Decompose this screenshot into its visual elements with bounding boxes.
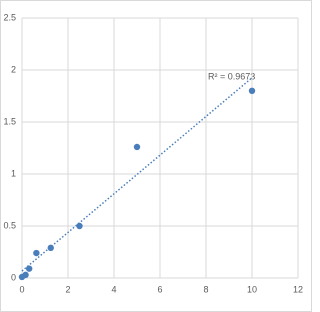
chart: R² = 0.9673 0 0.5 1 1.5 2 2.5 0 2 4 6 8 10 12 xyxy=(0,0,312,312)
y-tick-label: 2.5 xyxy=(3,12,16,22)
data-point xyxy=(33,249,40,257)
data-point xyxy=(25,265,33,272)
x-tick-label: 4 xyxy=(111,284,116,294)
y-tick-label: 2 xyxy=(11,64,16,74)
y-tick-label: 0.5 xyxy=(3,220,16,230)
chart-border xyxy=(0,0,312,312)
y-tick-label: 0 xyxy=(11,272,16,282)
data-point xyxy=(22,271,29,279)
x-tick-label: 8 xyxy=(203,284,208,294)
data-point xyxy=(248,87,256,95)
data-point xyxy=(76,222,83,230)
x-tick-label: 6 xyxy=(157,284,162,294)
x-tick-label: 10 xyxy=(247,284,257,294)
y-tick-label: 1 xyxy=(11,168,16,178)
r-squared-annotation: R² = 0.9673 xyxy=(208,71,255,81)
y-tick-label: 1.5 xyxy=(3,116,16,126)
x-tick-label: 12 xyxy=(293,284,303,294)
data-point xyxy=(133,143,141,151)
data-point xyxy=(47,244,54,252)
trendline xyxy=(21,77,253,272)
x-tick-label: 0 xyxy=(19,284,24,294)
x-tick-label: 2 xyxy=(65,284,70,294)
